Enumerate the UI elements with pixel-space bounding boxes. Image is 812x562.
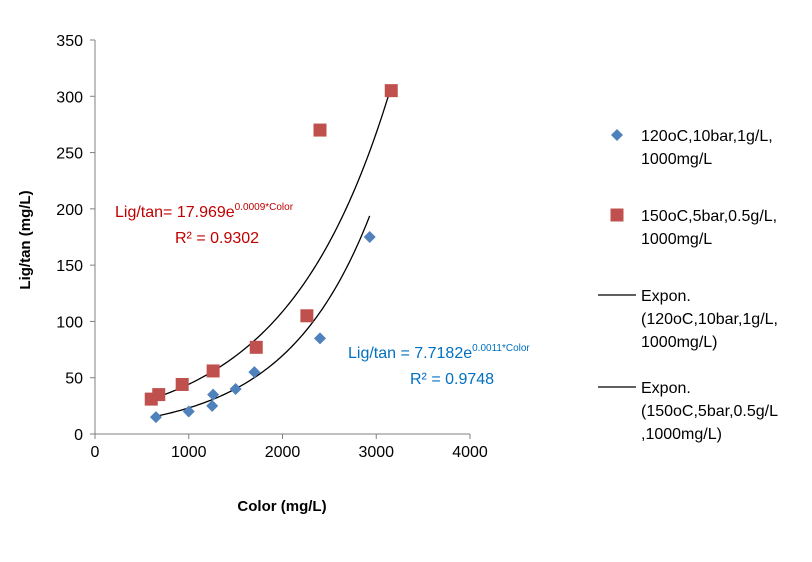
series-1-point xyxy=(314,332,326,345)
equation-exponent: 0.0009*Color xyxy=(235,202,294,213)
x-tick-label: 1000 xyxy=(171,444,207,461)
y-axis-title: Lig/tan (mg/L) xyxy=(17,190,34,289)
series-2-point xyxy=(249,340,263,354)
legend-entry-4: Expon. (150oC,5bar,0.5g/L ,1000mg/L) xyxy=(598,380,778,443)
x-tick-label: 2000 xyxy=(265,444,301,461)
legend-label: 1000mg/L xyxy=(641,151,712,168)
equation-base: Lig/tan= 17.969e xyxy=(115,204,235,221)
series-2-point xyxy=(313,123,327,137)
series-1-point xyxy=(229,382,242,395)
trendline-equation-2: Lig/tan= 17.969e0.0009*Color xyxy=(115,202,294,221)
legend-label: Expon. xyxy=(641,288,691,305)
series-2-point xyxy=(152,388,166,402)
series-2-point xyxy=(384,84,398,98)
y-tick-label: 50 xyxy=(65,371,83,388)
trendline-2 xyxy=(151,86,392,400)
legend-label: ,1000mg/L) xyxy=(641,426,722,443)
trendline-equation-1: Lig/tan = 7.7182e0.0011*Color xyxy=(348,343,530,362)
r-squared-1: R² = 0.9748 xyxy=(410,371,494,388)
legend-marker-square xyxy=(610,208,624,222)
y-tick-label: 150 xyxy=(56,258,83,275)
legend: 120oC,10bar,1g/L,1000mg/L150oC,5bar,0.5g… xyxy=(598,128,778,443)
legend-entry-3: Expon. (120oC,10bar,1g/L, 1000mg/L) xyxy=(598,288,778,351)
trendline-equations: Lig/tan = 7.7182e0.0011*Color R² = 0.9748… xyxy=(115,202,530,388)
series-1-point xyxy=(207,388,220,401)
legend-label: Expon. xyxy=(641,380,691,397)
legend-entry-2: 150oC,5bar,0.5g/L, 1000mg/L xyxy=(610,208,777,248)
legend-marker-diamond xyxy=(611,129,623,141)
equation-base: Lig/tan = 7.7182e xyxy=(348,345,472,362)
y-tick-label: 300 xyxy=(56,89,83,106)
series-1-point xyxy=(206,399,219,412)
y-tick-label: 100 xyxy=(56,314,83,331)
r-squared-2: R² = 0.9302 xyxy=(175,230,259,247)
x-axis-title: Color (mg/L) xyxy=(237,498,326,515)
series-1-point xyxy=(182,405,195,418)
series-1-point xyxy=(248,366,261,379)
data-points xyxy=(144,84,398,424)
x-tick-label: 0 xyxy=(91,444,100,461)
series-2-point xyxy=(206,364,220,378)
y-tick-label: 200 xyxy=(56,202,83,219)
x-tick-label: 4000 xyxy=(452,444,488,461)
y-tick-label: 250 xyxy=(56,146,83,163)
y-tick-label: 0 xyxy=(74,427,83,444)
series-2-point xyxy=(300,309,314,323)
trendlines xyxy=(151,86,392,417)
x-tick-label: 3000 xyxy=(358,444,394,461)
legend-label: 1000mg/L) xyxy=(641,334,718,351)
ticks: 0 50 100 150 200 250 300 350 0 1000 2000 3000 4000 xyxy=(56,33,488,461)
equation-exponent: 0.0011*Color xyxy=(472,343,530,354)
y-tick-label: 350 xyxy=(56,33,83,50)
legend-label: 120oC,10bar,1g/L, xyxy=(641,128,773,145)
series-1-point xyxy=(363,231,376,243)
legend-label: (120oC,10bar,1g/L, xyxy=(641,311,778,328)
legend-label: 150oC,5bar,0.5g/L, xyxy=(641,208,777,225)
series-2-point xyxy=(175,377,189,391)
legend-label: (150oC,5bar,0.5g/L xyxy=(641,403,778,420)
legend-entry-1: 120oC,10bar,1g/L, 1000mg/L xyxy=(611,128,773,168)
series-1-point xyxy=(149,411,162,424)
trendline-1 xyxy=(155,215,371,417)
legend-label: 1000mg/L xyxy=(641,231,712,248)
